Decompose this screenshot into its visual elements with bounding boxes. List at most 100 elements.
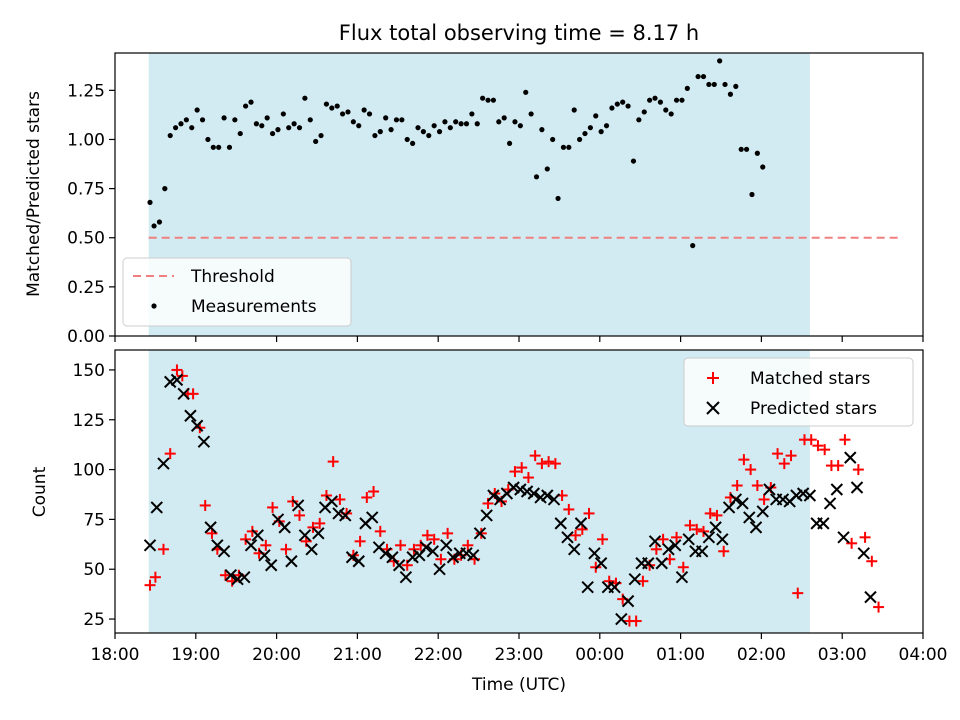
measurement-point: [636, 117, 642, 123]
measurement-point: [506, 140, 513, 147]
measurement-point: [754, 150, 760, 156]
x-tick-label: 19:00: [171, 645, 220, 665]
x-axis-label: Time (UTC): [471, 675, 566, 695]
matched-star-marker: [428, 533, 440, 545]
measurement-point: [523, 89, 529, 95]
top-legend: Threshold Measurements: [122, 257, 352, 327]
marker-stroke: [446, 551, 460, 564]
matched-star-marker: [852, 464, 864, 476]
measurement-point: [706, 81, 712, 88]
measurement-point: [668, 111, 674, 117]
marker-stroke: [265, 559, 278, 572]
matched-star-marker: [697, 525, 709, 537]
measurement-point: [189, 125, 195, 131]
matched-star-marker: [812, 440, 824, 452]
predicted-star-marker: [177, 387, 190, 401]
predicted-star-marker: [702, 531, 716, 544]
top-legend-box: [122, 257, 352, 327]
measurement-point: [199, 117, 206, 123]
predicted-star-marker: [426, 545, 440, 558]
measurement-point: [577, 136, 583, 143]
predicted-star-marker: [830, 483, 844, 496]
measurement-point: [673, 97, 680, 103]
matched-star-marker: [691, 523, 703, 535]
measurement-point: [286, 125, 292, 131]
marker-stroke: [143, 539, 157, 552]
matched-star-marker: [671, 531, 683, 543]
bottom-panel: 25 50 75 100 125 150 18:00 19:00 20:00 21:00 22:0…: [30, 349, 948, 695]
marker-stroke: [796, 487, 810, 500]
marker-stroke: [480, 509, 493, 522]
measurement-point: [690, 242, 696, 249]
measurement-point: [339, 111, 346, 117]
matched-star-marker: [219, 569, 231, 581]
predicted-star-marker: [298, 529, 312, 542]
measurement-point: [280, 111, 286, 117]
marker-stroke: [621, 594, 635, 608]
matched-star-marker: [677, 561, 689, 573]
y-tick-label: 125: [73, 411, 105, 431]
measurement-point: [738, 146, 744, 152]
marker-stroke: [588, 547, 601, 560]
marker-stroke: [756, 505, 769, 518]
marker-stroke: [864, 590, 877, 604]
marker-stroke: [271, 513, 285, 526]
measurement-point: [248, 99, 254, 105]
predicted-star-marker: [817, 517, 830, 530]
measurement-point: [598, 129, 604, 135]
predicted-star-marker: [588, 547, 601, 560]
top-y-axis-ticks: 0.00 0.25 0.50 0.75 1.00 1.25: [67, 81, 115, 347]
marker-stroke: [258, 549, 271, 562]
measurement-point: [383, 115, 389, 121]
top-panel: 0.00 0.25 0.50 0.75 1.00 1.25 Matched/Predict…: [24, 52, 924, 347]
marker-stroke: [170, 373, 184, 387]
y-tick-label: 50: [83, 560, 105, 580]
matched-star-marker: [421, 529, 433, 541]
matched-star-marker: [745, 464, 757, 476]
predicted-star-marker: [561, 531, 574, 544]
x-tick-label: 22:00: [414, 645, 463, 665]
matched-star-marker: [199, 499, 211, 511]
predicted-star-marker: [170, 373, 184, 387]
measurement-point: [302, 95, 308, 101]
marker-stroke: [440, 539, 453, 552]
marker-stroke: [285, 555, 298, 568]
marker-stroke: [473, 527, 487, 540]
predicted-star-marker: [392, 559, 406, 572]
marker-stroke: [238, 570, 251, 584]
matched-star-marker: [361, 491, 373, 503]
bottom-y-axis-ticks: 25 50 75 100 125 150: [73, 361, 115, 630]
matched-star-marker: [543, 456, 555, 468]
marker-stroke: [857, 547, 870, 560]
predicted-star-marker: [541, 489, 554, 502]
marker-stroke: [332, 507, 345, 520]
measurement-points: [147, 58, 766, 249]
predicted-star-marker: [803, 489, 817, 502]
predicted-star-marker: [621, 594, 635, 608]
marker-stroke: [830, 483, 844, 496]
predicted-star-marker: [837, 531, 850, 544]
marker-stroke: [568, 543, 581, 556]
measurement-point: [329, 105, 335, 111]
measurement-point: [410, 140, 416, 147]
matched-star-marker: [583, 507, 595, 519]
predicted-star-marker: [763, 483, 776, 496]
predicted-star-marker: [554, 517, 567, 530]
measurement-point: [226, 144, 233, 150]
matched-star-marker: [293, 509, 305, 521]
predicted-star-marker: [379, 547, 392, 560]
marker-stroke: [217, 545, 231, 558]
marker-stroke: [844, 451, 857, 464]
measurement-point: [426, 132, 432, 139]
predicted-star-marker: [547, 493, 561, 506]
marker-stroke: [157, 457, 170, 470]
marker-stroke: [150, 501, 163, 514]
marker-stroke: [514, 483, 527, 496]
measurement-point: [296, 125, 303, 131]
matched-star-marker: [832, 460, 844, 472]
predicted-star-marker: [743, 511, 756, 524]
matched-star-marker: [529, 450, 541, 462]
measurement-point: [603, 123, 610, 129]
predicted-star-marker: [473, 527, 487, 540]
